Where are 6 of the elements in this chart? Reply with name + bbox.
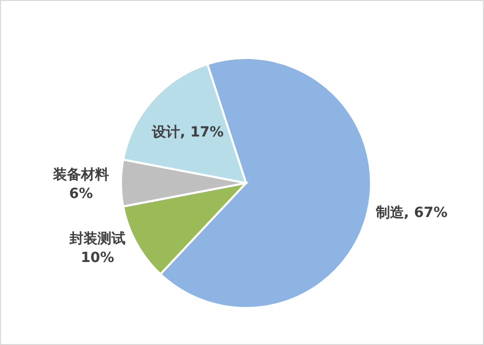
slice-label: 制造, 67% [374, 205, 448, 222]
slice-label: 封装测试 [68, 231, 126, 248]
data-label: 10% [80, 250, 114, 266]
data-label: 6% [69, 186, 93, 202]
slice-label: 设计, 17% [151, 124, 224, 141]
slice-label: 装备材料 [52, 167, 109, 183]
